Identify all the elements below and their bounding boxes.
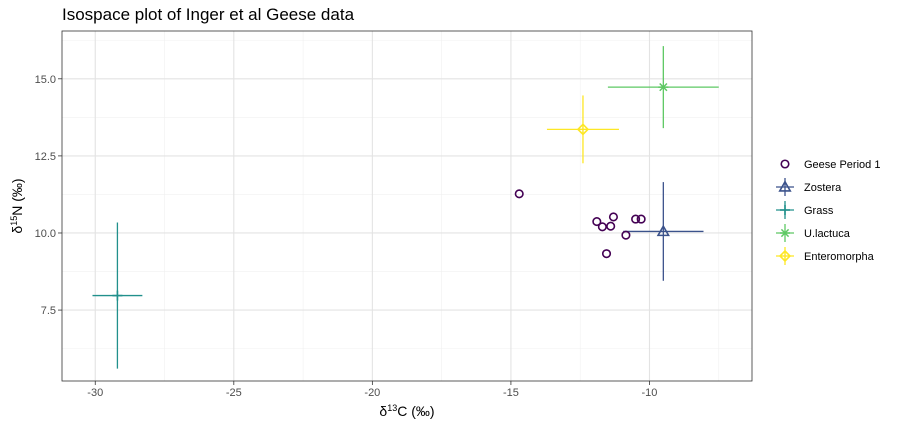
y-axis-label: δ15N (‰) bbox=[9, 178, 25, 233]
y-tick-label: 10.0 bbox=[35, 228, 56, 240]
marker-circle bbox=[610, 213, 618, 221]
source-grass bbox=[92, 222, 142, 368]
x-label-prefix: δ bbox=[379, 403, 387, 419]
axis-ticks: -30 -25 -20 -15 -10 7.5 10.0 12.5 15.0 bbox=[35, 74, 658, 399]
x-tick-label: -10 bbox=[642, 387, 658, 399]
y-label-suffix: N (‰) bbox=[9, 178, 25, 215]
x-tick-label: -20 bbox=[364, 387, 380, 399]
x-tick-label: -15 bbox=[503, 387, 519, 399]
x-axis-label: δ13C (‰) bbox=[379, 403, 434, 419]
x-tick-label: -30 bbox=[87, 387, 103, 399]
mixture-point bbox=[610, 213, 618, 221]
source-enteromorpha bbox=[547, 95, 619, 163]
legend-entry: Grass bbox=[776, 201, 834, 219]
source-zostera bbox=[623, 182, 703, 281]
legend-label: Enteromorpha bbox=[804, 251, 875, 263]
marker-circle bbox=[637, 215, 645, 223]
legend-label: Zostera bbox=[804, 182, 842, 194]
panel-border bbox=[62, 31, 752, 381]
source-u-lactuca bbox=[608, 46, 719, 128]
mixture-point bbox=[607, 222, 615, 230]
mixture-point bbox=[515, 190, 523, 198]
marker-circle bbox=[603, 250, 611, 258]
x-label-superscript: 13 bbox=[387, 403, 397, 413]
data-layer bbox=[92, 46, 718, 369]
y-tick-label: 7.5 bbox=[41, 305, 56, 317]
legend-label: Geese Period 1 bbox=[804, 159, 880, 171]
legend-entry: Geese Period 1 bbox=[781, 159, 880, 171]
legend-label: Grass bbox=[804, 205, 834, 217]
mixture-point bbox=[599, 223, 607, 231]
chart-title: Isospace plot of Inger et al Geese data bbox=[62, 5, 355, 24]
x-tick-label: -25 bbox=[226, 387, 242, 399]
x-label-suffix: C (‰) bbox=[397, 403, 434, 419]
y-tick-label: 15.0 bbox=[35, 74, 56, 86]
marker-circle bbox=[781, 160, 789, 168]
legend-entry: Zostera bbox=[776, 178, 842, 196]
legend-entry: Enteromorpha bbox=[776, 247, 875, 265]
marker-circle bbox=[515, 190, 523, 198]
y-label-superscript: 15 bbox=[9, 216, 19, 226]
mixture-point bbox=[637, 215, 645, 223]
mixture-point bbox=[603, 250, 611, 258]
grid bbox=[62, 31, 752, 381]
y-label-prefix: δ bbox=[9, 226, 25, 234]
legend-label: U.lactuca bbox=[804, 228, 851, 240]
marker-circle bbox=[599, 223, 607, 231]
legend-entry: U.lactuca bbox=[776, 224, 851, 242]
y-tick-label: 12.5 bbox=[35, 151, 56, 163]
marker-circle bbox=[607, 222, 615, 230]
legend: Geese Period 1 Zostera Grass U.lactuca Enter… bbox=[776, 159, 880, 265]
